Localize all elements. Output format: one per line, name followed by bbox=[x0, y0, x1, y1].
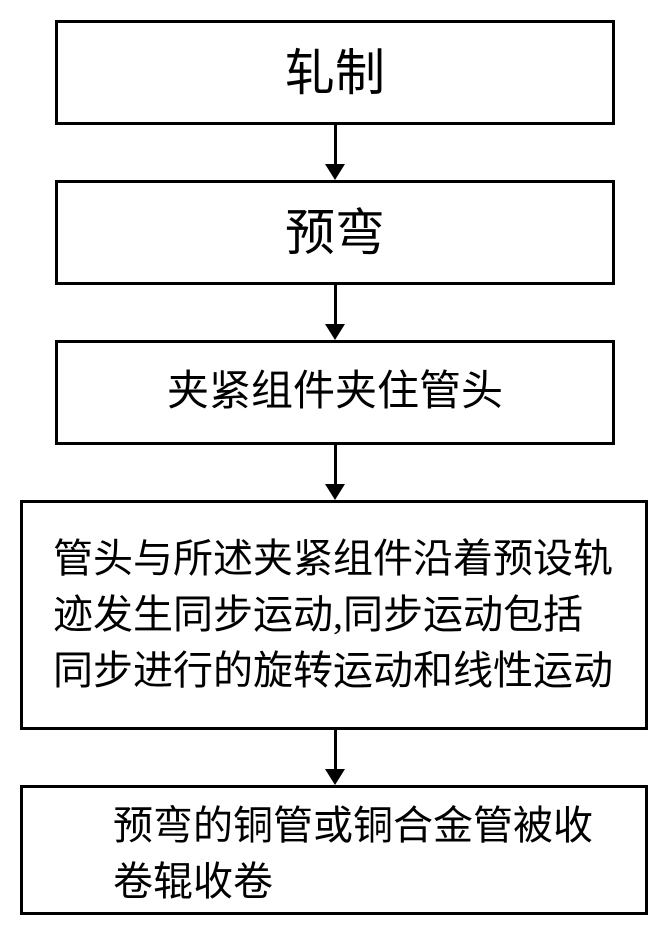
step-box-clamp: 夹紧组件夹住管头 bbox=[55, 340, 615, 445]
arrow-line bbox=[334, 285, 337, 324]
step-label: 夹紧组件夹住管头 bbox=[167, 363, 503, 422]
arrow-head-icon bbox=[325, 484, 345, 500]
step-label: 预弯 bbox=[285, 198, 385, 268]
step-box-sync-motion: 管头与所述夹紧组件沿着预设轨迹发生同步运动,同步运动包括同步进行的旋转运动和线性… bbox=[20, 500, 648, 730]
step-label: 轧制 bbox=[285, 38, 385, 108]
arrow-line bbox=[334, 445, 337, 484]
step-box-prebend: 预弯 bbox=[55, 180, 615, 285]
flowchart-canvas: 轧制 预弯 夹紧组件夹住管头 管头与所述夹紧组件沿着预设轨迹发生同步运动,同步运… bbox=[0, 0, 668, 933]
step-box-rolling: 轧制 bbox=[55, 20, 615, 125]
step-label: 管头与所述夹紧组件沿着预设轨迹发生同步运动,同步运动包括同步进行的旋转运动和线性… bbox=[53, 531, 615, 699]
arrow-head-icon bbox=[325, 164, 345, 180]
step-box-winding: 预弯的铜管或铜合金管被收卷辊收卷 bbox=[20, 785, 648, 915]
arrow-line bbox=[334, 730, 337, 769]
arrow-line bbox=[334, 125, 337, 164]
arrow-head-icon bbox=[325, 324, 345, 340]
arrow-head-icon bbox=[325, 769, 345, 785]
step-label: 预弯的铜管或铜合金管被收卷辊收卷 bbox=[113, 798, 615, 910]
